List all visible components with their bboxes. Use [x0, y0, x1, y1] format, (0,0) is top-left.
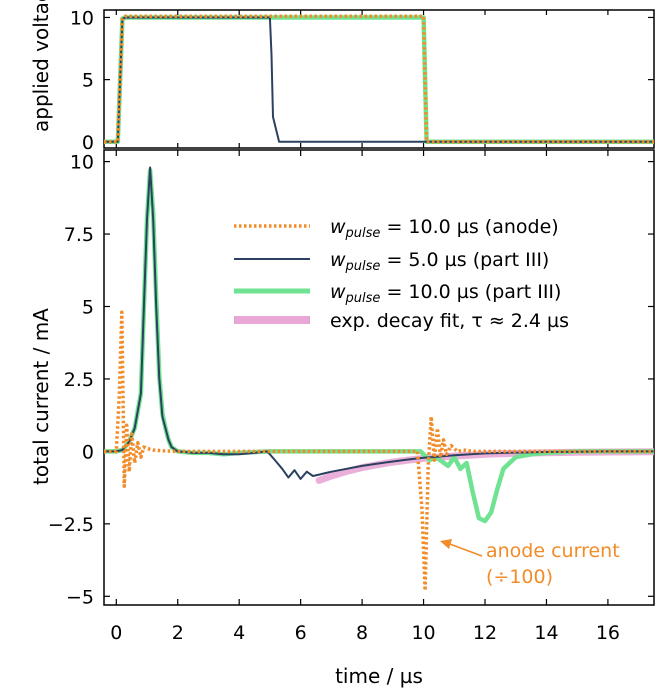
bottom-ytick-label: 10	[70, 152, 94, 174]
series-line-w-pulse-10-0-s-anode-	[104, 14, 654, 144]
series-line-w-pulse-10-0-s-part-iii-	[104, 168, 654, 524]
xtick-label: 16	[596, 622, 620, 644]
xtick-label: 10	[411, 622, 435, 644]
legend-label: wpulse = 10.0 µs (anode)	[330, 216, 559, 241]
bottom-ytick-label: 7.5	[64, 224, 94, 246]
bottom-ytick-label: 5	[82, 296, 94, 318]
series-line-exp-decay-fit-2-4-s	[315, 448, 654, 484]
xtick-label: 6	[295, 622, 307, 644]
bottom-ytick-label: −2.5	[48, 514, 94, 536]
legend: wpulse = 10.0 µs (anode) wpulse = 5.0 µs …	[234, 216, 569, 332]
bottom-ticks: −5 −2.5 0 2.5 5 7.5 10	[48, 152, 654, 608]
ylabel-bottom: total current / mA	[29, 308, 53, 485]
bottom-ytick-label: 0	[82, 441, 94, 463]
series-line-anode	[104, 310, 654, 593]
legend-label: wpulse = 5.0 µs (part III)	[330, 249, 549, 274]
top-ytick-label: 10	[70, 7, 94, 29]
annotation-arrow-line	[446, 542, 483, 557]
top-ytick-label: 5	[82, 70, 94, 92]
bottom-ytick-label: −5	[66, 586, 94, 608]
top-ytick-label: 0	[82, 132, 94, 154]
series-line-w-pulse-10-0-s-part-iii-	[104, 15, 654, 145]
top-axes-frame	[103, 9, 655, 149]
xtick-label: 8	[356, 622, 368, 644]
ylabel-top: applied voltage / kV	[29, 0, 53, 132]
legend-label: wpulse = 10.0 µs (part III)	[330, 281, 561, 306]
x-ticks: 0 2 4 6 8 10 12 14 16	[110, 10, 620, 644]
xtick-label: 2	[172, 622, 184, 644]
top-ticks: 0 5 10	[70, 7, 654, 154]
anode-current-annotation: anode current (÷100)	[440, 539, 620, 588]
series-line-w-pulse-5-0-s-part-iii-	[104, 166, 654, 480]
series-line-w-pulse-5-0-s-part-iii-	[104, 16, 654, 143]
bottom-ytick-label: 2.5	[64, 369, 94, 391]
annotation-line1: anode current	[486, 540, 620, 562]
xtick-label: 0	[110, 622, 122, 644]
xtick-label: 4	[233, 622, 245, 644]
annotation-arrow-head	[440, 539, 452, 549]
annotation-line2: (÷100)	[486, 566, 553, 588]
bottom-axes-frame	[103, 149, 655, 606]
xtick-label: 14	[534, 622, 558, 644]
xlabel: time / µs	[335, 664, 423, 688]
top-series-group	[104, 14, 654, 145]
bottom-series-group	[104, 166, 654, 593]
legend-label: exp. decay fit, τ ≈ 2.4 µs	[330, 310, 569, 332]
xtick-label: 12	[473, 622, 497, 644]
